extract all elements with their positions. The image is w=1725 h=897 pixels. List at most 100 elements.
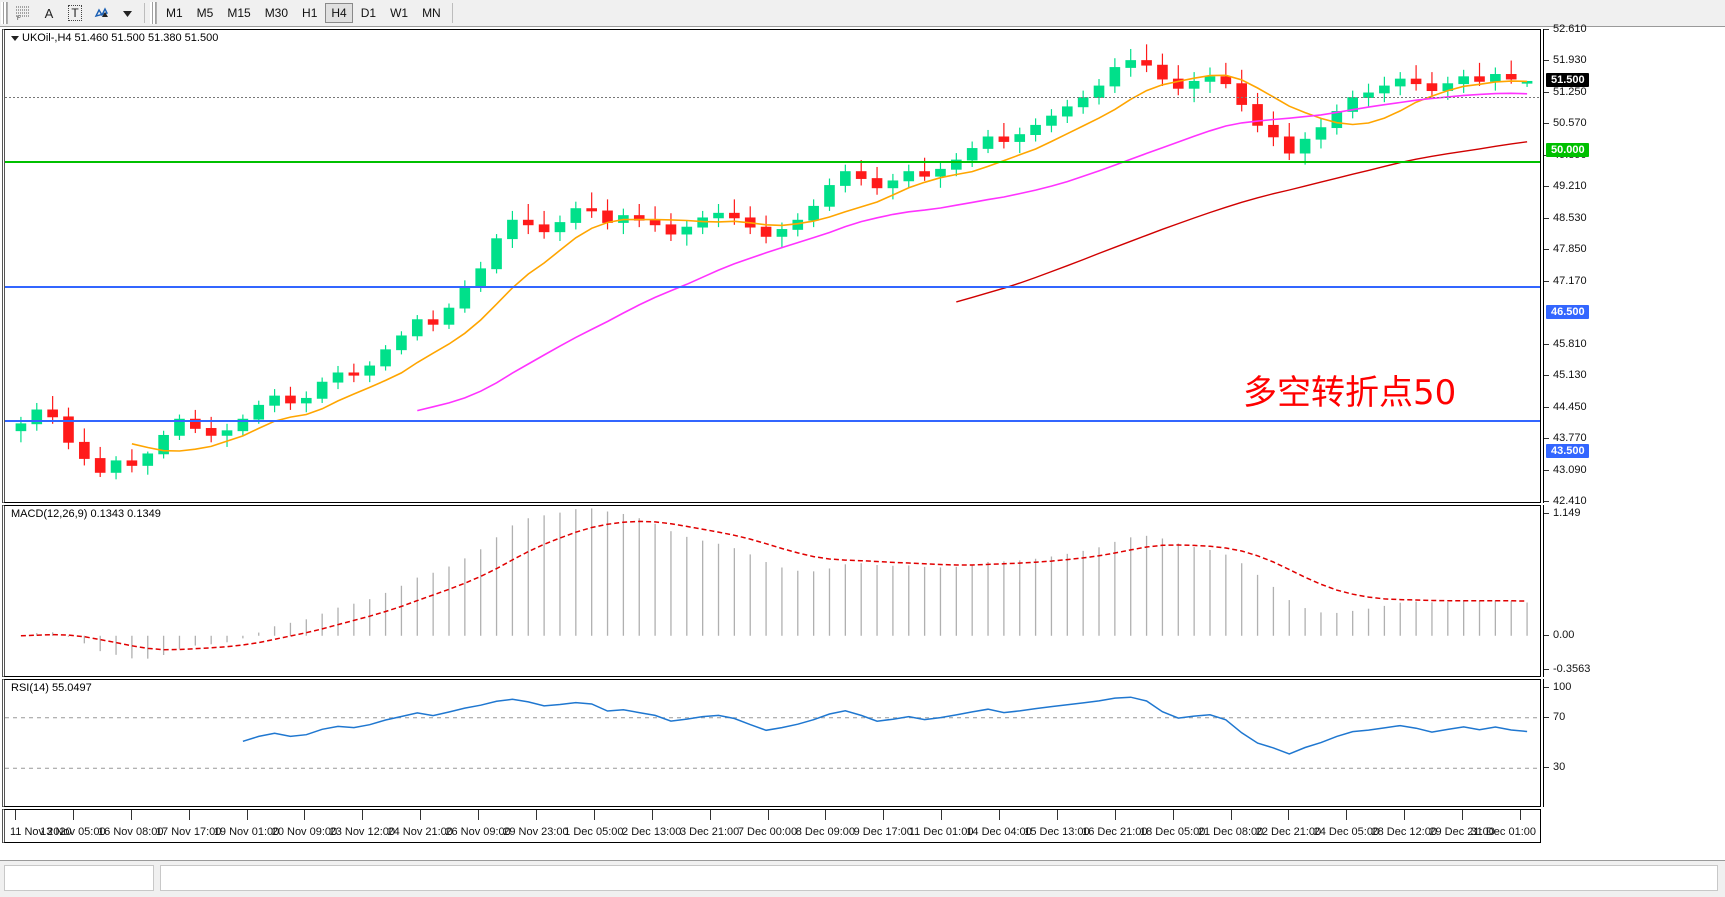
level-line-50000[interactable] [5, 161, 1540, 163]
objects-icon[interactable] [89, 2, 113, 24]
time-axis-tick [767, 810, 769, 820]
macd-tick-1_149: 1.149 [1544, 507, 1581, 519]
time-axis-tick [1288, 810, 1290, 820]
time-axis-label: 11 Nov 2020 [10, 826, 72, 838]
timeframe-m1[interactable]: M1 [166, 6, 183, 20]
macd-panel[interactable]: MACD(12,26,9) 0.1343 0.1349 [2, 505, 1541, 677]
time-axis-label: 24 Nov 21:00 [387, 826, 453, 838]
text-tool-icon[interactable]: A [44, 5, 54, 21]
time-axis-label: 19 Nov 01:00 [213, 826, 280, 838]
time-axis-tick [1172, 810, 1174, 820]
macd-panel-inner [5, 506, 1540, 676]
time-axis-tick [709, 810, 711, 820]
rsi-panel-inner [5, 680, 1540, 806]
timeframe-m30[interactable]: M30 [264, 6, 289, 20]
timeframe-group-grip[interactable] [150, 2, 157, 24]
time-axis-label: 24 Dec 05:00 [1313, 826, 1380, 838]
time-axis-tick [941, 810, 943, 820]
status-cell-right [160, 865, 1718, 891]
macd-chart-svg [20, 508, 1528, 659]
time-axis-tick [72, 810, 74, 820]
time-axis-label: 29 Dec 21:00 [1429, 826, 1495, 838]
macd-scale[interactable]: 1.149 0.00 -0.3563 [1543, 505, 1725, 677]
time-axis-label: 17 Nov 17:00 [155, 826, 222, 838]
time-axis-label: 22 Dec 21:00 [1255, 826, 1322, 838]
timeframe-d1[interactable]: D1 [360, 6, 377, 20]
rsi-panel[interactable]: RSI(14) 55.0497 [2, 679, 1541, 807]
time-axis-tick [535, 810, 537, 820]
macd-tick-0_00: 0.00 [1544, 629, 1574, 641]
price-panel-inner [5, 30, 1540, 502]
time-axis-label: 9 Dec 17:00 [853, 826, 913, 838]
timeframe-h1[interactable]: H1 [302, 6, 318, 20]
level-badge-50-000[interactable]: 50.000 [1546, 142, 1589, 157]
time-axis-tick [15, 810, 16, 820]
level-badge-43-500[interactable]: 43.500 [1546, 443, 1589, 458]
time-axis-label: 2 Dec 13:00 [622, 826, 682, 838]
price-tick-43-090: 43.090 [1544, 464, 1587, 476]
current-price-badge: 51.500 [1546, 73, 1589, 88]
rsi-chart-svg [5, 696, 1540, 769]
chart-annotation-text: 多空转折点50 [1243, 373, 1457, 413]
time-axis-tick [246, 810, 248, 820]
label-tool-icon[interactable]: T [63, 2, 87, 24]
time-axis-label: 11 Dec 01:00 [908, 826, 974, 838]
time-axis-label: 16 Dec 21:00 [1082, 826, 1148, 838]
symbol-ohlc-text: UKOil-,H4 51.460 51.500 51.380 51.500 [22, 32, 219, 44]
timeframe-w1[interactable]: W1 [390, 6, 409, 20]
time-axis-tick [1462, 810, 1464, 820]
chart-area: UKOil-,H4 51.460 51.500 51.380 51.500 多空… [0, 23, 1725, 897]
price-chart-svg [15, 44, 1533, 480]
timeframe-h4[interactable]: H4 [325, 3, 353, 23]
time-axis-label: 26 Nov 09:00 [445, 826, 511, 838]
price-panel[interactable]: UKOil-,H4 51.460 51.500 51.380 51.500 多空… [2, 29, 1541, 503]
time-axis-tick [478, 810, 480, 820]
price-scale[interactable]: 52.61051.93051.25050.57049.89049.21048.5… [1543, 23, 1725, 507]
time-axis[interactable]: 11 Nov 2020 13 Nov 05:00 16 Nov 08:00 17 No… [2, 809, 1541, 843]
rsi-tick-100: 100 [1544, 681, 1571, 693]
time-axis-tick [130, 810, 132, 820]
level-badge-46-500[interactable]: 46.500 [1546, 304, 1589, 319]
rsi-scale[interactable]: 100 70 30 [1543, 679, 1725, 807]
time-axis-tick [883, 810, 885, 820]
time-axis-tick [1056, 810, 1058, 820]
time-axis-label: 3 Dec 21:00 [679, 826, 740, 838]
timeframe-m5[interactable]: M5 [196, 6, 214, 20]
time-axis-label: 7 Dec 00:00 [737, 826, 798, 838]
time-axis-tick [188, 810, 190, 820]
crosshair-icon[interactable]: F [11, 2, 35, 24]
rsi-panel-label: RSI(14) 55.0497 [10, 682, 93, 694]
price-tick-51-930: 51.930 [1544, 54, 1587, 66]
time-axis-tick [1520, 810, 1521, 820]
price-tick-52-610: 52.610 [1544, 23, 1587, 35]
price-tick-49-210: 49.210 [1544, 180, 1587, 192]
price-tick-42-410: 42.410 [1544, 495, 1587, 507]
time-axis-label: 16 Nov 08:00 [98, 826, 164, 838]
time-axis-label: 23 Nov 12:00 [329, 826, 396, 838]
rsi-tick-30: 30 [1544, 761, 1565, 773]
time-axis-tick [999, 810, 1001, 820]
level-line-46500[interactable] [5, 286, 1540, 288]
timeframe-mn[interactable]: MN [422, 6, 441, 20]
time-axis-label: 29 Nov 23:00 [503, 826, 569, 838]
level-line-43500[interactable] [5, 420, 1540, 422]
dropdown-arrow-icon[interactable] [115, 2, 139, 24]
time-axis-label: 18 Dec 05:00 [1139, 826, 1206, 838]
price-tick-48-530: 48.530 [1544, 212, 1587, 224]
price-tick-47-850: 47.850 [1544, 243, 1587, 255]
price-tick-47-170: 47.170 [1544, 275, 1587, 287]
time-axis-tick [1114, 810, 1116, 820]
toolbar-grip[interactable] [1, 2, 8, 24]
time-axis-tick [304, 810, 306, 820]
time-axis-label: 8 Dec 09:00 [795, 826, 856, 838]
price-tick-45-130: 45.130 [1544, 369, 1587, 381]
time-axis-label: 14 Dec 04:00 [966, 826, 1032, 838]
time-axis-label: 21 Dec 08:00 [1197, 826, 1264, 838]
time-axis-tick [420, 810, 422, 820]
collapse-arrow-icon[interactable] [11, 35, 19, 41]
time-axis-tick [593, 810, 595, 820]
time-axis-label: 28 Dec 12:00 [1371, 826, 1437, 838]
timeframe-m15[interactable]: M15 [227, 6, 251, 20]
time-axis-label: 31 Dec 01:00 [1470, 826, 1536, 838]
